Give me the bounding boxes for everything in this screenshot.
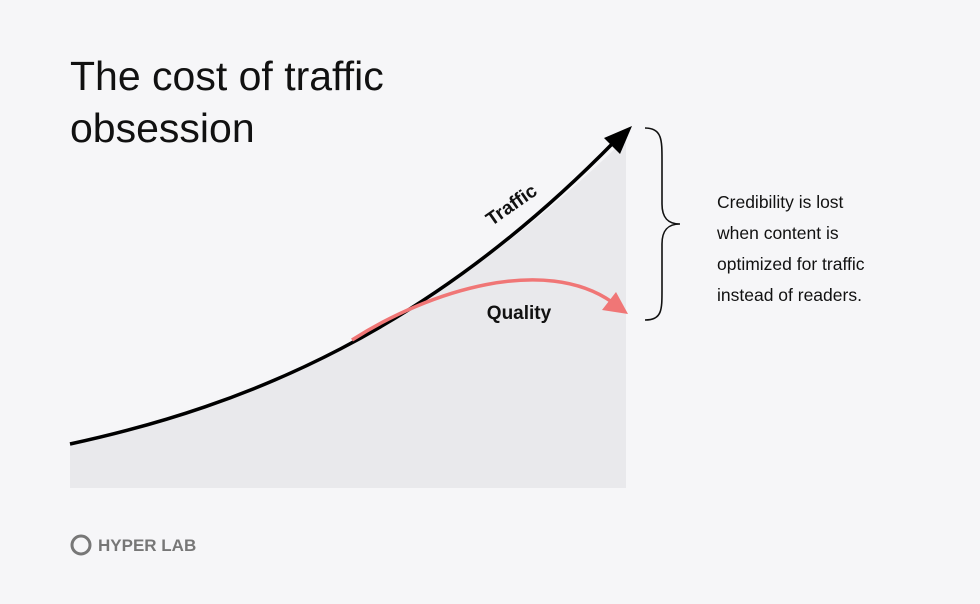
quality-curve [351,278,614,342]
annotation-line: optimized for traffic [717,254,865,274]
annotation-line: instead of readers. [717,285,862,305]
annotation-line: Credibility is lost [717,192,844,212]
title-line: obsession [70,105,255,151]
area [70,138,626,488]
traffic-curve [69,140,616,446]
quality-arrowhead [602,292,628,314]
quality-label: Quality [487,303,552,324]
brace [644,127,681,321]
traffic-arrowhead [604,126,632,154]
title-line: The cost of traffic [70,53,384,99]
brand: HYPER LAB [98,536,196,555]
brand-logo [70,534,92,556]
annotation-line: when content is [716,223,839,243]
